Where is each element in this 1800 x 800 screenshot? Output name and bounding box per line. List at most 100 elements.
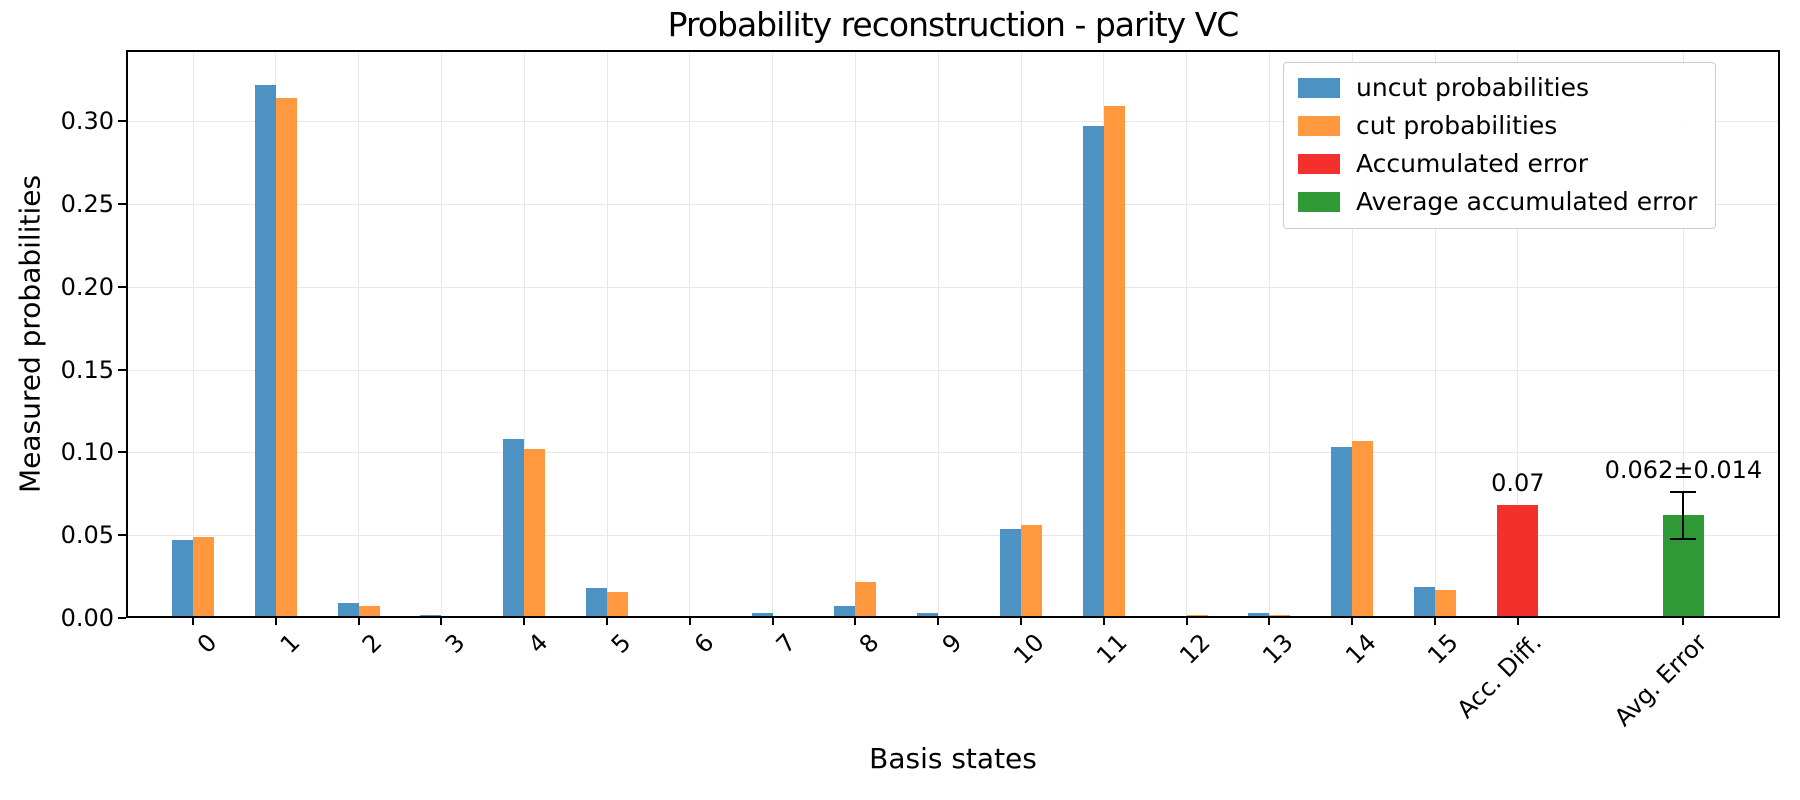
gridline-v	[1682, 50, 1684, 618]
bar-uncut-14	[1331, 447, 1353, 618]
bar-uncut-1	[254, 84, 276, 618]
x-tick-label: 3	[439, 628, 471, 659]
bar-acc_diff-16	[1497, 505, 1539, 618]
legend-label-cut: cut probabilities	[1356, 111, 1558, 140]
gridline-h	[126, 452, 1780, 454]
bar-cut-15	[1435, 589, 1456, 618]
x-tick-label: Acc. Diff.	[1451, 628, 1547, 724]
bar-cut-4	[524, 449, 546, 618]
bar-uncut-7	[751, 613, 773, 618]
x-tick-mark	[523, 618, 526, 625]
gridline-v	[1434, 50, 1436, 618]
x-tick-label: 6	[688, 628, 719, 659]
gridline-v	[689, 50, 691, 618]
y-tick-mark	[118, 285, 126, 288]
legend-label-uncut: uncut probabilities	[1356, 73, 1589, 102]
error-bar-line	[1682, 492, 1685, 539]
x-tick-label: 14	[1339, 628, 1382, 670]
bar-uncut-15	[1414, 586, 1435, 618]
gridline-v	[1351, 50, 1353, 618]
x-tick-mark	[1434, 618, 1436, 625]
y-tick-mark	[118, 120, 126, 123]
x-tick-label: 2	[357, 628, 388, 659]
x-tick-label: 4	[522, 628, 554, 659]
gridline-h	[126, 204, 1780, 205]
x-tick-label: 8	[853, 628, 885, 659]
gridline-v	[1020, 50, 1022, 618]
error-bar-cap-bottom	[1670, 537, 1697, 540]
y-tick-label: 0.10	[60, 438, 114, 467]
x-tick-label: 5	[605, 628, 637, 659]
bar-cut-14	[1352, 440, 1374, 618]
y-tick-label: 0.25	[60, 190, 114, 218]
x-tick-mark	[937, 618, 940, 625]
bar-cut-12	[1186, 614, 1208, 618]
gridline-h	[126, 121, 1780, 123]
bar-cut-6	[689, 617, 711, 618]
gridline-h	[126, 286, 1780, 288]
x-tick-mark	[1682, 618, 1685, 625]
x-tick-mark	[1102, 618, 1105, 625]
y-tick-label: 0.05	[60, 521, 114, 550]
legend-item-acc_diff: Accumulated error	[1298, 149, 1697, 178]
bar-uncut-11	[1082, 126, 1104, 618]
y-tick-mark	[118, 451, 126, 454]
x-tick-label: 12	[1174, 628, 1216, 670]
chart-title: Probability reconstruction - parity VC	[667, 5, 1240, 44]
bar-uncut-2	[337, 603, 359, 618]
gridline-v	[1186, 50, 1188, 618]
gridline-v	[1268, 50, 1270, 618]
legend-item-uncut: uncut probabilities	[1298, 73, 1697, 102]
gridline-v	[937, 50, 939, 618]
y-tick-mark	[118, 368, 126, 371]
legend-swatch-uncut	[1298, 77, 1340, 98]
error-bar-cap-top	[1670, 491, 1697, 494]
y-tick-label: 0.00	[60, 604, 114, 632]
legend-item-avg_error: Average accumulated error	[1298, 187, 1697, 216]
legend-swatch-avg_error	[1298, 191, 1340, 212]
legend-swatch-acc_diff	[1298, 153, 1340, 174]
y-tick-label: 0.30	[60, 107, 114, 136]
bar-uncut-8	[834, 606, 856, 618]
annotation-0: 0.07	[1491, 469, 1545, 498]
gridline-v	[772, 50, 774, 618]
y-tick-mark	[118, 617, 126, 619]
gridline-v	[606, 50, 608, 618]
gridline-h	[126, 535, 1780, 537]
legend-label-avg_error: Average accumulated error	[1356, 187, 1698, 216]
bar-cut-0	[193, 536, 214, 618]
gridline-v	[1517, 50, 1519, 618]
bar-cut-1	[275, 98, 297, 618]
gridline-v	[523, 50, 525, 618]
bar-cut-10	[1021, 525, 1042, 618]
x-tick-mark	[606, 618, 608, 625]
bar-uncut-4	[503, 439, 525, 618]
y-axis-label: Measured probabilities	[13, 174, 47, 494]
x-tick-label: 11	[1091, 628, 1133, 670]
x-tick-mark	[771, 618, 774, 625]
x-tick-label: 7	[771, 628, 802, 659]
bar-uncut-5	[586, 588, 607, 618]
y-tick-label: 0.20	[60, 272, 114, 301]
x-tick-mark	[357, 618, 360, 625]
bar-cut-8	[855, 581, 877, 618]
bar-cut-3	[441, 617, 463, 618]
x-tick-label: 1	[274, 628, 305, 659]
legend: uncut probabilities cut probabilities Accu…	[1283, 62, 1717, 229]
legend-swatch-cut	[1298, 115, 1340, 136]
x-tick-mark	[1351, 618, 1354, 625]
bar-uncut-9	[917, 613, 939, 618]
x-tick-mark	[274, 618, 277, 625]
x-tick-label: Avg. Error	[1609, 628, 1713, 732]
gridline-v	[854, 50, 856, 618]
x-tick-mark	[1185, 618, 1188, 625]
bar-uncut-6	[668, 616, 690, 618]
x-tick-mark	[1268, 618, 1271, 625]
legend-label-acc_diff: Accumulated error	[1356, 149, 1588, 178]
y-tick-label: 0.15	[60, 355, 114, 384]
x-tick-label: 9	[936, 628, 968, 659]
gridline-v	[192, 50, 194, 618]
y-tick-mark	[118, 534, 126, 537]
gridline-v	[358, 50, 360, 618]
x-tick-label: 0	[191, 628, 223, 659]
